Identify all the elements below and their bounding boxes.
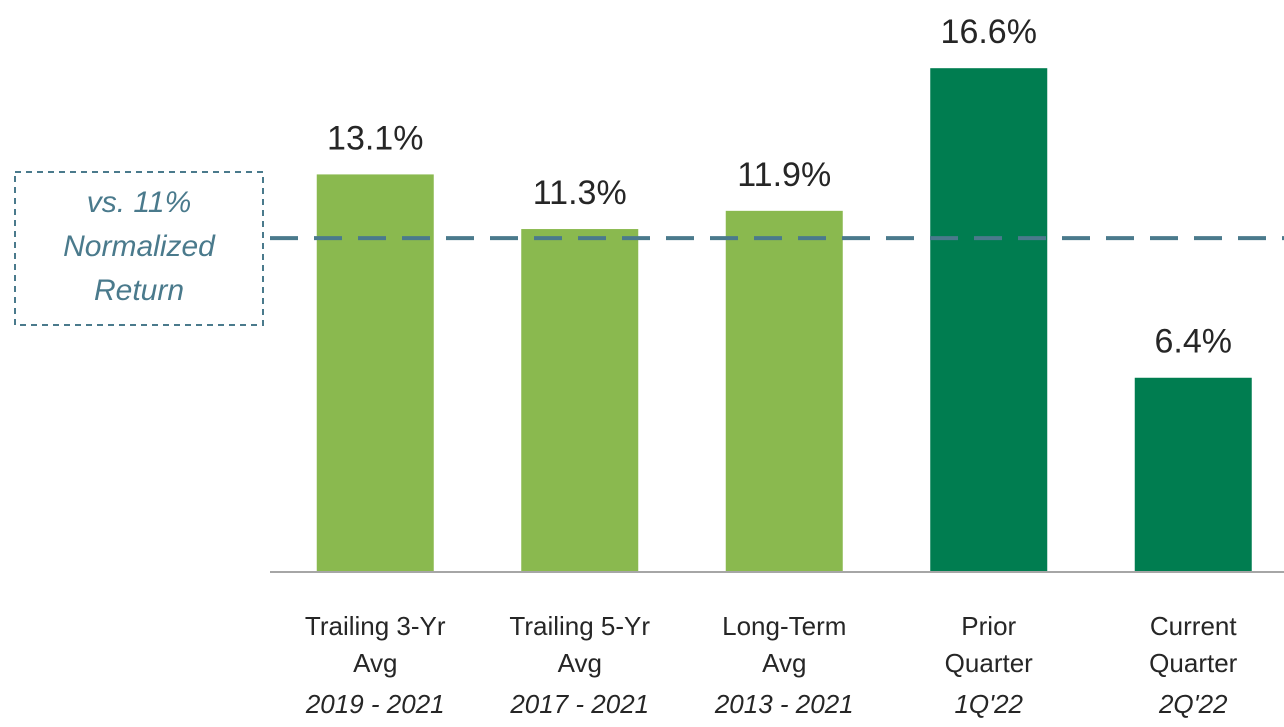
value-label: 11.9%: [737, 156, 831, 194]
x-tick-label: Trailing 3-Yr: [305, 611, 446, 641]
annotation-text: vs. 11%: [87, 186, 192, 219]
value-label: 13.1%: [327, 119, 423, 157]
period-label: 2017 - 2021: [509, 689, 649, 719]
x-tick-label: Avg: [353, 648, 397, 678]
period-label: 2Q'22: [1158, 689, 1228, 719]
bar: [725, 210, 843, 572]
x-tick-label: Quarter: [1149, 648, 1237, 678]
x-tick-label: Avg: [762, 648, 806, 678]
x-tick-label: Quarter: [945, 648, 1033, 678]
bar: [1134, 377, 1252, 572]
period-label: 2019 - 2021: [305, 689, 445, 719]
x-tick-label: Avg: [558, 648, 602, 678]
x-tick-label: Trailing 5-Yr: [509, 611, 650, 641]
annotation-text: Normalized: [63, 230, 216, 263]
bar: [930, 68, 1048, 572]
value-label: 6.4%: [1155, 323, 1233, 361]
annotation-text: Return: [94, 274, 184, 307]
annotation-box: [14, 171, 264, 326]
period-label: 2013 - 2021: [714, 689, 854, 719]
period-label: 1Q'22: [954, 689, 1023, 719]
x-tick-label: Prior: [961, 611, 1016, 641]
value-label: 16.6%: [941, 13, 1037, 51]
bar: [521, 229, 639, 573]
x-tick-label: Long-Term: [722, 611, 846, 641]
x-tick-label: Current: [1150, 611, 1237, 641]
bar: [316, 174, 434, 573]
value-label: 11.3%: [533, 174, 627, 212]
